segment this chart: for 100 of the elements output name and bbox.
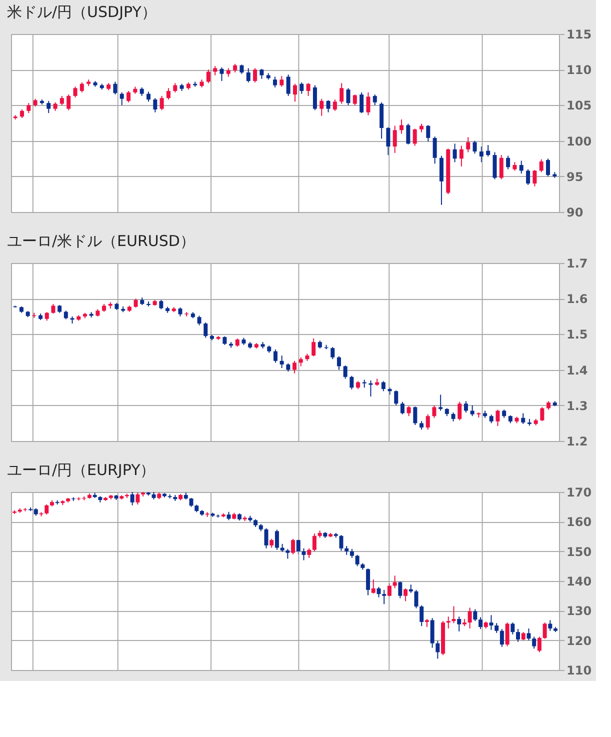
candlestick	[253, 68, 258, 83]
candlestick	[173, 82, 178, 93]
candlestick	[332, 99, 337, 112]
candlestick	[526, 168, 530, 186]
candlestick	[206, 69, 210, 84]
candlestick	[439, 155, 444, 206]
candlestick	[420, 604, 424, 627]
candlestick	[381, 380, 386, 392]
candlestick	[459, 145, 464, 167]
candlestick	[159, 300, 164, 310]
candlestick	[60, 95, 64, 106]
candlestick	[220, 66, 224, 82]
y-tick-label: 1.6	[566, 292, 588, 306]
y-tick-label: 140	[566, 574, 592, 588]
candlestick	[330, 346, 335, 360]
y-tick-label: 95	[566, 170, 584, 184]
candlestick	[494, 622, 499, 634]
y-tick-label: 160	[566, 515, 592, 530]
y-tick-label: 120	[566, 634, 592, 648]
candlestick	[546, 158, 550, 177]
y-tick-label: 1.7	[566, 256, 588, 270]
candlestick	[432, 404, 436, 418]
candlestick	[404, 588, 408, 602]
candlestick	[46, 100, 51, 114]
candlestick	[506, 155, 510, 170]
candlestick	[464, 400, 468, 414]
candlestick	[386, 126, 390, 156]
candlestick	[406, 123, 410, 145]
candlestick	[51, 303, 56, 314]
candlestick	[499, 154, 504, 180]
candlestick	[542, 622, 547, 640]
candlestick	[466, 136, 470, 153]
chart-title: ユーロ/円（EURJPY）	[7, 461, 156, 479]
candlestick	[153, 98, 158, 113]
candlestick	[406, 406, 411, 417]
y-tick-label: 115	[566, 28, 592, 42]
candlestick	[468, 607, 472, 629]
candlestick	[540, 406, 544, 422]
candlestick	[430, 618, 434, 648]
candlestick	[452, 606, 456, 624]
candlestick	[80, 82, 84, 93]
candlestick	[366, 92, 370, 116]
candlestick	[73, 86, 78, 98]
y-tick-label: 100	[566, 134, 592, 148]
candlestick	[160, 95, 164, 111]
candlestick	[326, 100, 330, 113]
candlestick	[26, 102, 31, 114]
candlestick	[394, 390, 398, 406]
candlestick	[376, 586, 381, 598]
y-tick-label: 170	[566, 486, 592, 500]
y-tick-label: 1.2	[566, 434, 588, 448]
candlestick	[286, 74, 290, 96]
candlestick	[392, 125, 397, 154]
candlestick	[438, 394, 443, 412]
candlestick	[273, 76, 278, 88]
candlestick	[458, 401, 462, 421]
candlestick	[120, 92, 124, 106]
candlestick	[414, 589, 418, 609]
candlestick	[500, 628, 504, 648]
candlestick	[307, 548, 312, 558]
candlestick	[470, 404, 474, 417]
candlestick	[312, 84, 317, 111]
candlestick	[336, 356, 341, 370]
candlestick	[260, 68, 264, 80]
candlestick	[372, 94, 377, 106]
candlestick	[492, 152, 497, 180]
candlestick	[537, 636, 542, 653]
candlestick	[368, 380, 373, 397]
candlestick	[486, 144, 490, 157]
candlestick	[292, 83, 297, 102]
y-tick-label: 150	[566, 544, 592, 559]
candlestick	[286, 548, 290, 560]
candlestick	[412, 128, 417, 146]
candlestick	[312, 533, 316, 552]
candlestick	[346, 88, 350, 106]
candlestick	[339, 534, 344, 552]
candlestick	[392, 575, 397, 589]
candlestick	[292, 360, 297, 374]
y-tick-label: 130	[566, 604, 592, 618]
candlestick	[204, 322, 208, 338]
candlestick	[413, 406, 418, 426]
candlestick	[44, 504, 49, 516]
candlestick	[213, 66, 218, 76]
candlestick	[472, 140, 477, 154]
candlestick	[320, 98, 324, 116]
candlestick	[532, 636, 536, 650]
candlestick	[496, 409, 500, 427]
candlestick	[473, 608, 478, 622]
candlestick	[489, 614, 494, 630]
candlestick	[532, 169, 537, 187]
candlestick	[352, 94, 357, 106]
candlestick	[436, 640, 440, 660]
candlestick	[274, 529, 279, 550]
candlestick	[457, 616, 462, 632]
candlestick	[340, 82, 344, 104]
candlestick	[306, 82, 310, 96]
candlestick	[400, 118, 404, 134]
candlestick	[505, 622, 510, 647]
candlestick	[280, 355, 284, 369]
candlestick	[197, 315, 202, 326]
